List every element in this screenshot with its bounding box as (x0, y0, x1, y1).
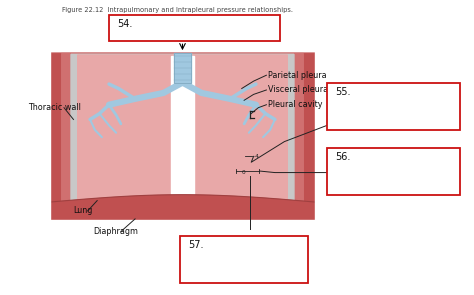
Polygon shape (185, 55, 287, 226)
Bar (174, 53, 191, 83)
Text: 56.: 56. (336, 152, 351, 162)
FancyBboxPatch shape (109, 15, 280, 41)
Text: 57.: 57. (189, 240, 204, 250)
Polygon shape (78, 55, 180, 226)
Polygon shape (50, 53, 315, 251)
FancyBboxPatch shape (327, 83, 460, 130)
Text: -4: -4 (254, 154, 259, 159)
Text: Thoracic wall: Thoracic wall (28, 103, 81, 112)
Text: 55.: 55. (336, 87, 351, 97)
Text: Visceral pleura: Visceral pleura (268, 86, 328, 94)
Polygon shape (71, 54, 294, 243)
FancyBboxPatch shape (327, 148, 460, 195)
Text: 0: 0 (241, 170, 245, 175)
Polygon shape (171, 55, 194, 214)
FancyBboxPatch shape (180, 236, 308, 283)
Text: Diaphragm: Diaphragm (94, 227, 138, 236)
Text: Parietal pleura: Parietal pleura (268, 71, 327, 80)
Text: Lung: Lung (73, 206, 92, 215)
Polygon shape (315, 0, 474, 295)
Text: Figure 22.12  Intrapulmonary and Intrapleural pressure relationships.: Figure 22.12 Intrapulmonary and Intraple… (62, 7, 292, 13)
Polygon shape (0, 220, 474, 295)
Text: Pleural cavity: Pleural cavity (268, 100, 322, 109)
Polygon shape (62, 54, 303, 247)
Bar (174, 53, 191, 83)
Text: 54.: 54. (118, 19, 133, 29)
Polygon shape (0, 0, 50, 295)
